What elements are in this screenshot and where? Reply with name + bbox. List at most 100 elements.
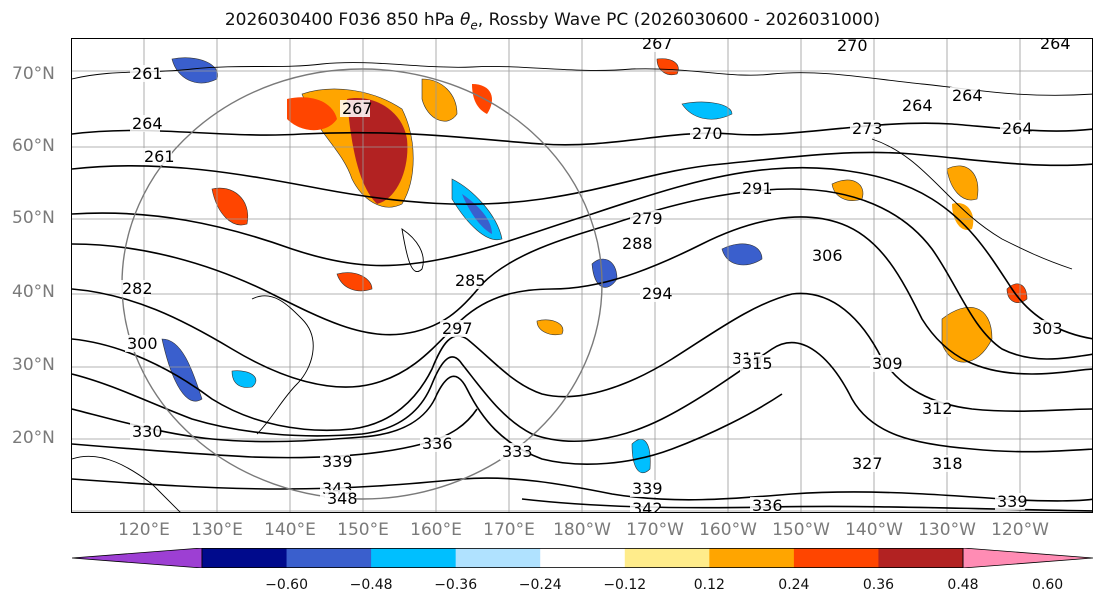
contour-label: 294 [642, 284, 673, 303]
contour-label: 342 [632, 499, 663, 513]
contour-label-bg [900, 97, 930, 114]
contour-label-bg [995, 493, 1025, 510]
contour-label-bg [740, 355, 770, 372]
map-canvas: 261 264 261 267 270 264 264 270 264 264 267 273 282 2… [72, 39, 1092, 513]
colorbar-segment [540, 548, 626, 568]
contour-label-bg [1030, 320, 1060, 337]
colorbar [72, 548, 1093, 568]
lon-label: 140°E [264, 520, 316, 540]
contour-label: 336 [422, 434, 453, 453]
lat-label: 20°N [12, 428, 55, 448]
contour-label-bg [630, 480, 660, 497]
contour-label: 285 [455, 271, 486, 290]
lat-label: 50°N [12, 208, 55, 228]
colorbar-segment [624, 548, 710, 568]
contour-label: 267 [342, 99, 373, 118]
contour-label-bg [320, 453, 350, 470]
contour-label: 297 [442, 319, 473, 338]
lon-label: 180°W [553, 520, 611, 540]
lon-label: 160°W [699, 520, 757, 540]
lat-label: 40°N [12, 282, 55, 302]
map-title: 2026030400 F036 850 hPa θe, Rossby Wave … [0, 10, 1105, 32]
contour-label-bg [835, 39, 865, 54]
contour-label-bg [453, 272, 483, 289]
colorbar-tick-label: −0.48 [349, 577, 393, 593]
colorbar-segment [371, 548, 457, 568]
lon-label: 140°W [845, 520, 903, 540]
colorbar-tick-label: −0.24 [518, 577, 562, 593]
title-theta-sub: e [470, 18, 478, 33]
lon-label: 120°W [991, 520, 1049, 540]
lat-label: 70°N [12, 64, 55, 84]
lon-label: 170°W [626, 520, 684, 540]
contour-label: 270 [837, 39, 868, 55]
colorbar-tick-label: 0.48 [947, 577, 979, 593]
contour-label: 273 [852, 119, 883, 138]
contour-label: 261 [144, 147, 175, 166]
contour-label-bg [930, 455, 960, 472]
lat-label: 30°N [12, 355, 55, 375]
contour-label-bg [1000, 120, 1030, 137]
contour-label: 303 [1032, 319, 1063, 338]
contour-label-bg [750, 497, 780, 512]
contour-label: 264 [132, 114, 163, 133]
map-panel[interactable]: 261 264 261 267 270 264 264 270 264 264 267 273 282 2… [71, 38, 1093, 513]
contour-label-bg [810, 247, 840, 264]
contour-label: 327 [852, 454, 883, 473]
contour-label: 330 [132, 422, 163, 441]
contour-label-bg [440, 320, 470, 337]
contour-label-bg [620, 235, 650, 252]
title-bar: 2026030400 F036 850 hPa θe, Rossby Wave … [0, 0, 1105, 34]
contour-label-bg [130, 65, 160, 82]
lon-label: 170°E [483, 520, 535, 540]
lat-label: 60°N [12, 136, 55, 156]
lat-lon-grid [72, 39, 1092, 512]
contour-label-bg [870, 355, 900, 372]
contour-label: 267 [642, 39, 673, 53]
contour-label: 288 [622, 234, 653, 253]
lon-label: 130°W [918, 520, 976, 540]
contour-label: 279 [632, 209, 663, 228]
colorbar-border [201, 548, 964, 568]
contour-labels: 261 264 261 267 270 264 264 270 264 264 267 273 282 2… [120, 39, 1071, 513]
lon-label: 130°E [191, 520, 243, 540]
contour-label-bg [920, 400, 950, 417]
contour-label: 312 [922, 399, 953, 418]
contour-label: 339 [997, 492, 1028, 511]
contour-label-bg [500, 443, 530, 460]
contour-label: 264 [1002, 119, 1033, 138]
contour-label: 270 [692, 124, 723, 143]
contour-label: 309 [872, 354, 903, 373]
contour-label: 336 [752, 496, 783, 513]
contour-label: 300 [127, 334, 158, 353]
colorbar-tick-label: 0.60 [1031, 577, 1064, 593]
contour-label: 348 [327, 489, 358, 508]
contour-label: 333 [502, 442, 533, 461]
contour-label-bg [120, 280, 150, 297]
colorbar-segment [709, 548, 795, 568]
contour-label-bg [640, 39, 670, 52]
colorbar-tick-label: −0.36 [434, 577, 478, 593]
lon-label: 150°E [337, 520, 389, 540]
colorbar-extend-high [962, 548, 1093, 568]
anomaly-shading [161, 57, 1028, 474]
contour-label: 306 [812, 246, 843, 265]
contour-label-bg [130, 423, 160, 440]
title-prefix: 2026030400 F036 850 hPa [224, 10, 460, 30]
contour-label-bg [630, 500, 660, 512]
contour-label: 261 [132, 64, 163, 83]
contour-label-bg [740, 180, 770, 197]
colorbar-tick-label: −0.12 [603, 577, 647, 593]
title-theta: θ [460, 10, 471, 30]
colorbar-tick-label: −0.60 [265, 577, 308, 593]
contour-label: 339 [322, 452, 353, 471]
contour-label: 264 [952, 86, 983, 105]
contour-label-bg [130, 115, 160, 132]
colorbar-tick-label: 0.12 [693, 577, 725, 593]
contour-label: 282 [122, 279, 153, 298]
colorbar-tick-label: 0.24 [778, 577, 810, 593]
colorbar-segment [878, 548, 964, 568]
contour-label: 264 [1040, 39, 1071, 53]
contour-label: 264 [902, 96, 933, 115]
contour-label-bg [1038, 39, 1068, 52]
